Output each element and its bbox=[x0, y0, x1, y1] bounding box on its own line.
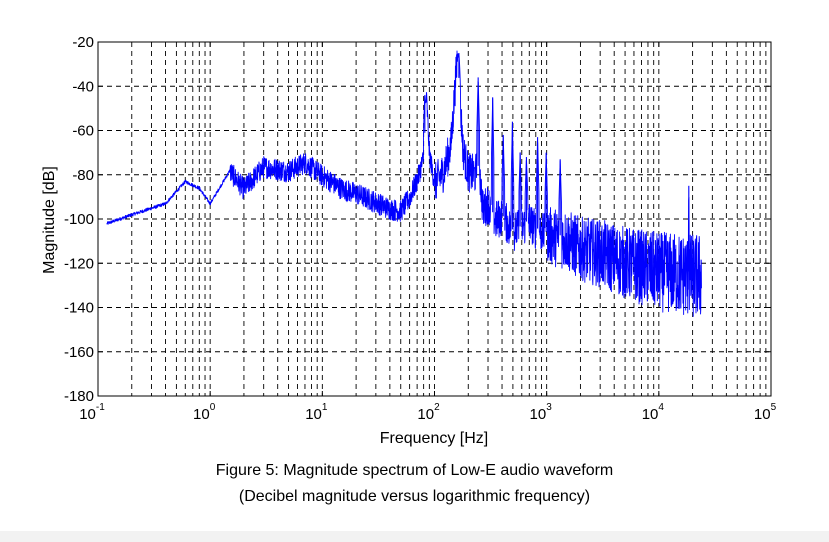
spectrum-line bbox=[106, 50, 702, 317]
y-tick-label: -60 bbox=[72, 123, 94, 140]
y-tick-label: -120 bbox=[64, 255, 94, 272]
y-tick-label: -140 bbox=[64, 300, 94, 317]
magnitude-spectrum-chart: 10-1 100 101 102 103 104 105 -20-40-60-80-100-… bbox=[41, 34, 777, 447]
x-axis-label: Frequency [Hz] bbox=[380, 430, 488, 447]
y-tick-label: -160 bbox=[64, 344, 94, 361]
y-tick-label: -20 bbox=[72, 34, 94, 51]
figure-caption-subtitle: (Decibel magnitude versus logarithmic fr… bbox=[238, 488, 591, 505]
spectrum-trace bbox=[106, 50, 702, 317]
x-tick-label: 10-1 bbox=[79, 402, 105, 423]
x-tick-label: 102 bbox=[417, 402, 440, 423]
x-tick-label: 101 bbox=[305, 402, 328, 423]
page-bottom-strip bbox=[0, 531, 829, 542]
x-tick-label: 100 bbox=[193, 402, 216, 423]
y-tick-label: -40 bbox=[72, 78, 94, 95]
y-axis-ticks: -20 -40 -60 -80 -100 -120 -140 -160 -180 bbox=[64, 34, 771, 405]
x-tick-label: 105 bbox=[754, 402, 777, 423]
x-tick-label: 104 bbox=[642, 402, 665, 423]
y-tick-label: -180 bbox=[64, 388, 94, 405]
grid bbox=[98, 42, 771, 396]
y-tick-label: -100 bbox=[64, 211, 94, 228]
y-tick-label: -80 bbox=[72, 167, 94, 184]
y-axis-label: Magnitude [dB] bbox=[41, 166, 58, 274]
x-tick-label: 103 bbox=[530, 402, 553, 423]
x-axis-ticks: 10-1 100 101 102 103 104 105 bbox=[79, 42, 777, 423]
figure-caption-title: Figure 5: Magnitude spectrum of Low-E au… bbox=[215, 462, 614, 479]
